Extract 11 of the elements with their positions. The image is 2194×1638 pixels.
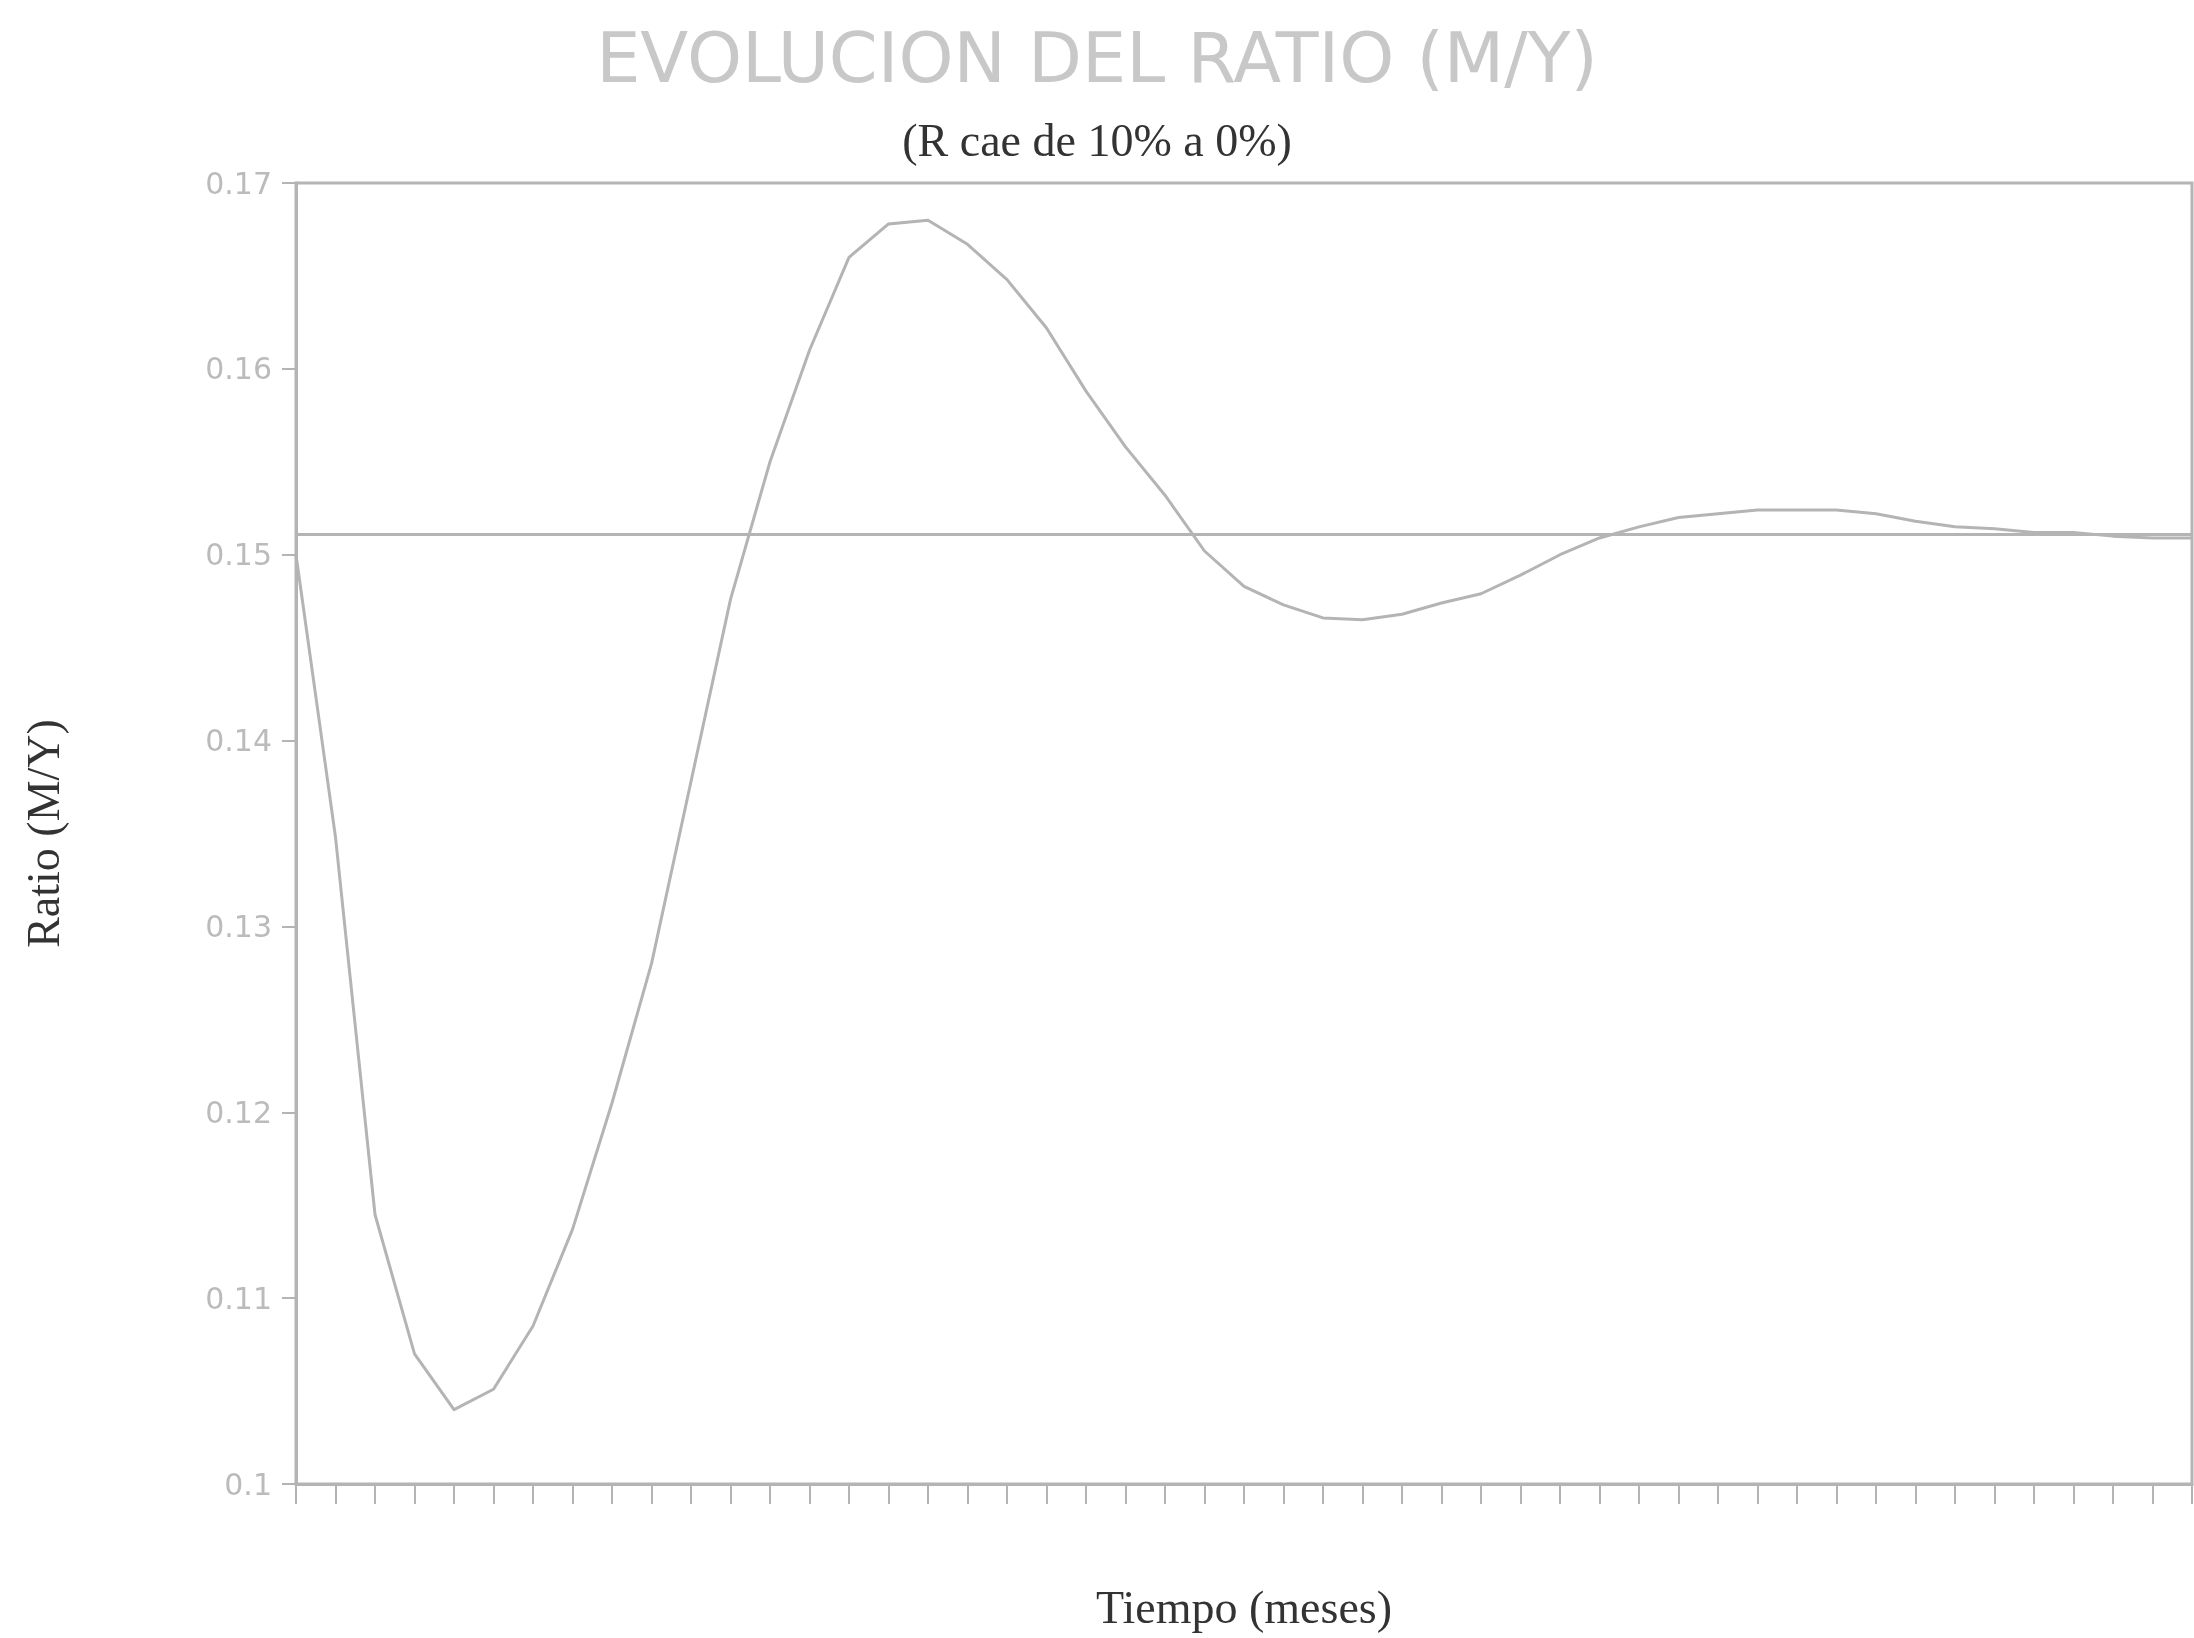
y-tick-label: 0.13 <box>205 908 272 944</box>
y-tick-label: 0.1 <box>224 1466 272 1502</box>
y-tick-label: 0.12 <box>205 1094 272 1130</box>
y-tick-label: 0.15 <box>205 537 272 573</box>
y-tick-label: 0.11 <box>205 1280 272 1316</box>
y-tick-label: 0.16 <box>205 351 272 387</box>
y-tick-label: 0.14 <box>205 723 272 759</box>
y-axis-title: Ratio (M/Y) <box>17 719 69 948</box>
chart-subtitle: (R cae de 10% a 0%) <box>902 114 1292 166</box>
y-tick-label: 0.17 <box>205 165 272 201</box>
x-axis-title: Tiempo (meses) <box>1095 1581 1393 1633</box>
